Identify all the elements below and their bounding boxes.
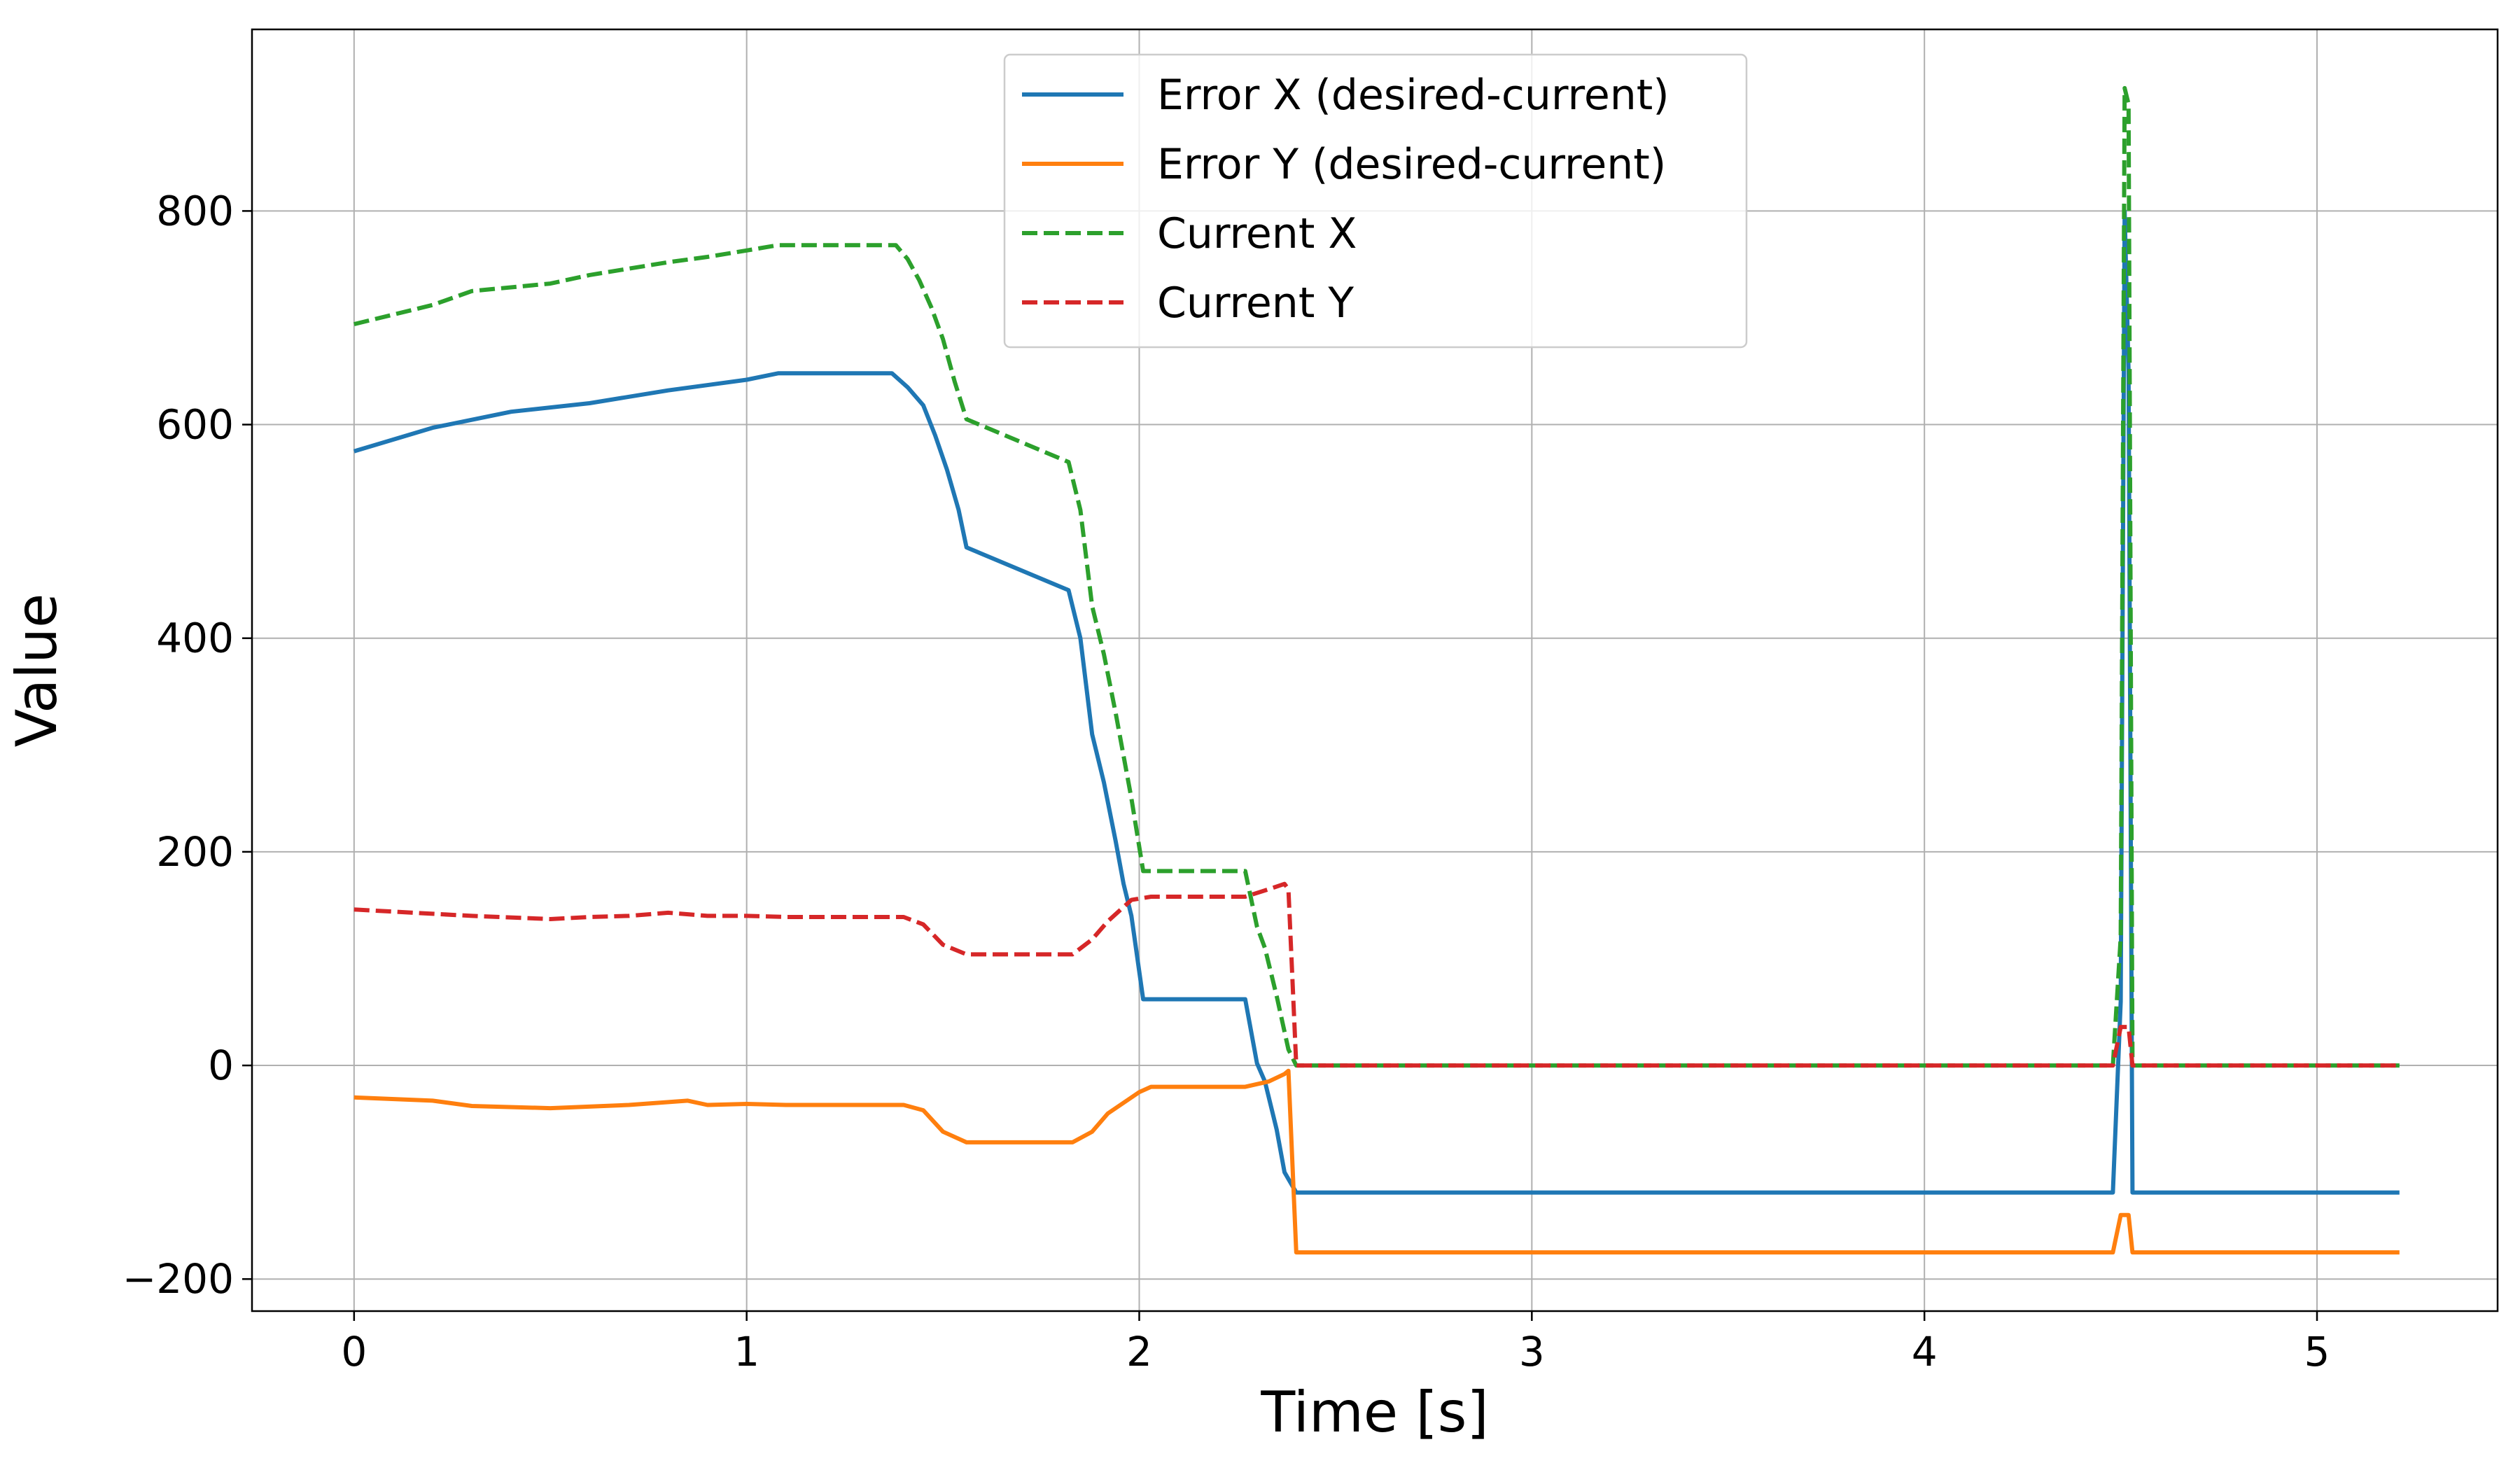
y-tick-label: 600 (156, 401, 234, 449)
legend-label: Error X (desired-current) (1157, 71, 1670, 120)
legend: Error X (desired-current) Error Y (desire… (1003, 53, 1748, 349)
series-line-current-y (354, 881, 2400, 1068)
legend-label: Current X (1157, 209, 1357, 258)
axis-ticks: 0 1 2 3 4 5 −200 0 200 400 600 800 (122, 187, 2330, 1376)
x-tick-label: 0 (341, 1328, 367, 1376)
y-tick-label: 0 (208, 1042, 234, 1089)
x-axis-title: Time [s] (1260, 1380, 1488, 1445)
x-tick-label: 3 (1519, 1328, 1545, 1376)
y-tick-label: −200 (122, 1255, 234, 1303)
x-tick-label: 5 (2304, 1328, 2330, 1376)
series-layer (353, 85, 2400, 1255)
x-tick-label: 1 (734, 1328, 760, 1376)
plot-frame (251, 28, 2499, 1312)
series-line-error-y-desired-current (354, 1068, 2400, 1255)
y-tick-label: 400 (156, 615, 234, 662)
y-tick-label: 800 (156, 187, 234, 234)
x-tick-label: 2 (1126, 1328, 1152, 1376)
legend-label: Error Y (desired-current) (1157, 140, 1666, 189)
legend-box (1003, 53, 1748, 349)
y-tick-label: 200 (156, 828, 234, 876)
y-axis-title: Value (4, 594, 69, 748)
series-line-error-x-desired-current (353, 209, 2400, 1195)
legend-label: Current Y (1157, 279, 1354, 328)
x-tick-label: 4 (1912, 1328, 1938, 1376)
series-line-current-x (354, 85, 2400, 1068)
